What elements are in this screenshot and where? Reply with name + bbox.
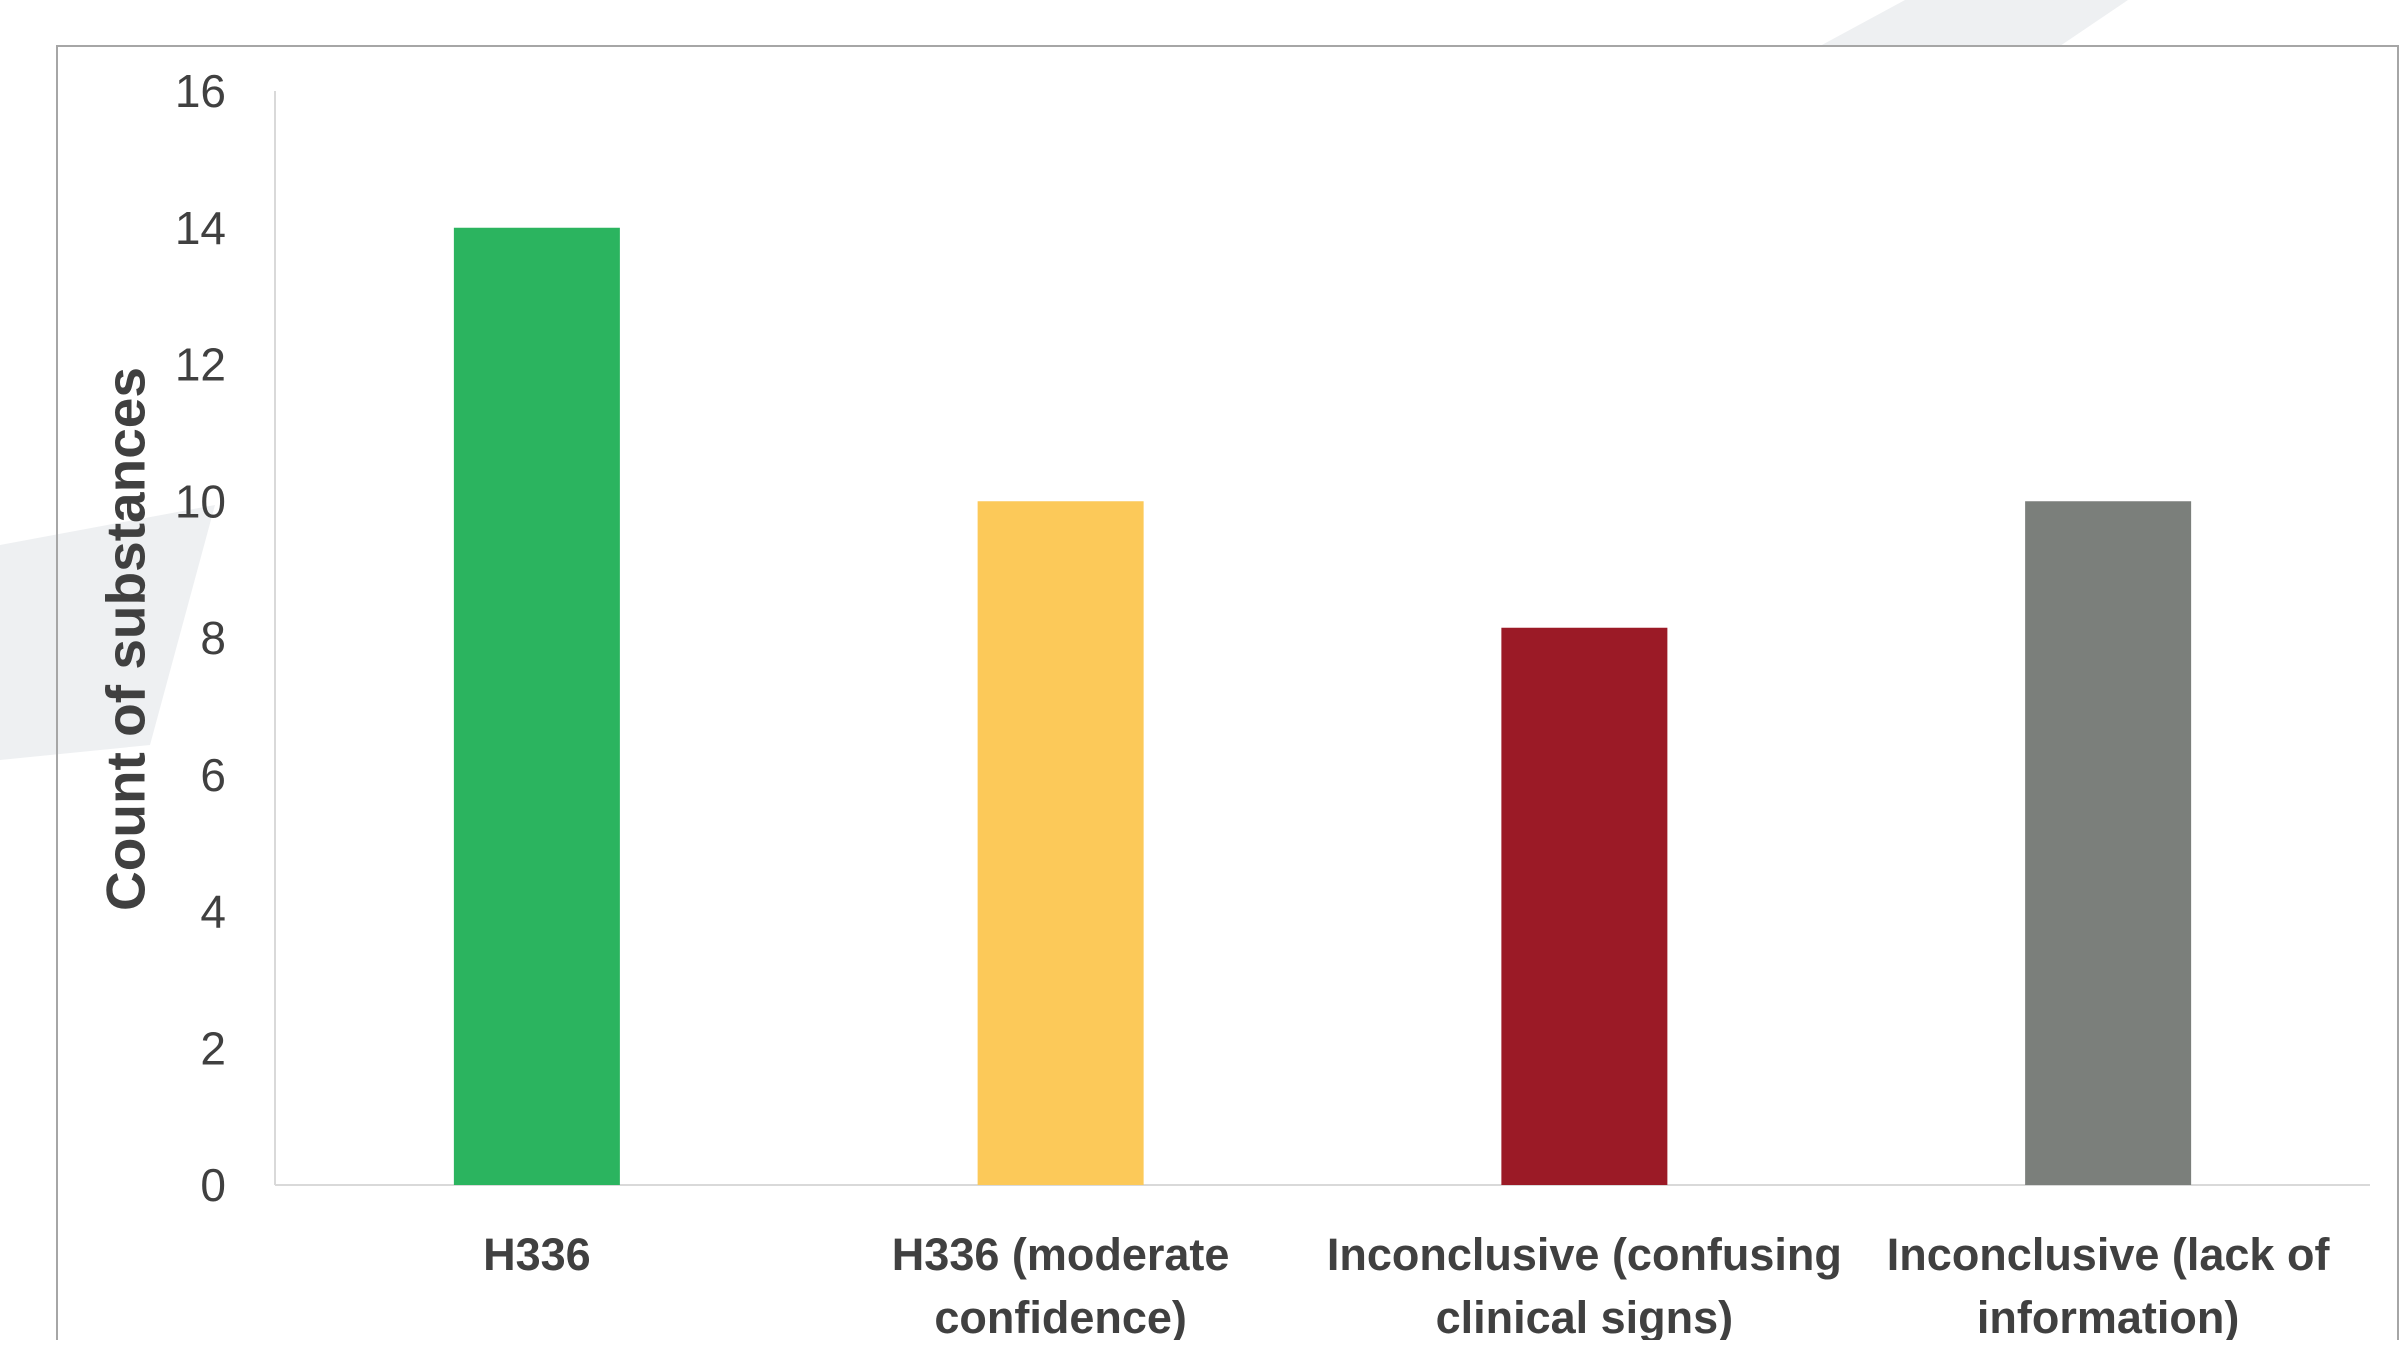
x-tick-label: H336 (moderate [892,1229,1230,1280]
x-tick-label: confidence) [934,1292,1187,1340]
bar [977,501,1144,1185]
chart-frame [56,45,2399,1340]
x-tick-label: Inconclusive (confusing [1327,1229,1842,1280]
y-tick-label: 16 [175,65,226,117]
bar [453,227,620,1185]
y-tick-label: 0 [200,1159,226,1211]
y-tick-label: 4 [200,886,226,938]
background-band-left [0,505,215,760]
y-tick-label: 12 [175,339,226,391]
y-tick-label: 2 [200,1022,226,1074]
y-tick-label: 10 [175,475,226,527]
background-band-top [1820,0,2128,46]
x-tick-label: information) [1977,1292,2239,1340]
bar [1501,627,1668,1185]
y-tick-label: 14 [175,202,226,254]
bar [2025,501,2192,1185]
y-tick-label: 8 [200,612,226,664]
x-tick-label: clinical signs) [1436,1292,1734,1340]
y-axis-title: Count of substances [95,367,157,911]
x-tick-label: H336 [483,1229,591,1280]
x-tick-label: Inconclusive (lack of [1887,1229,2331,1280]
y-tick-label: 6 [200,749,226,801]
